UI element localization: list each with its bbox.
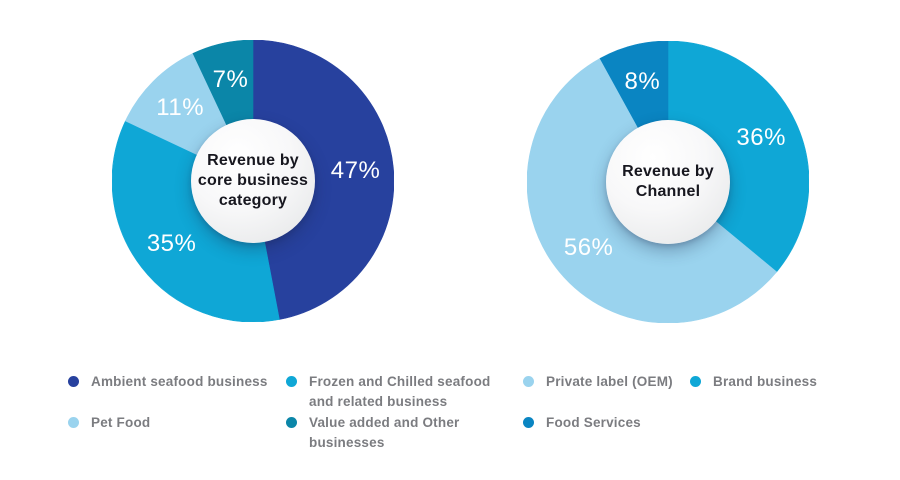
slice-value-label: 8% [624,68,661,96]
legend-left-column-2: Frozen and Chilled seafood and related b… [286,372,501,480]
chart-center-title: Revenue by core business category [191,119,315,243]
legend-label: Frozen and Chilled seafood and related b… [309,374,491,409]
slice-value-label: 47% [330,157,381,185]
donut-ring [112,40,394,322]
legend-dot-icon [286,417,297,428]
legend-item: Frozen and Chilled seafood and related b… [286,372,490,412]
legend-dot-icon [68,417,79,428]
legend-dot-icon [523,376,534,387]
legend-item: Private label (OEM) [523,372,673,392]
legend-dot-icon [286,376,297,387]
legend-label: Food Services [546,415,641,430]
legend-right-column-1: Private label (OEM) Food Services [523,372,738,480]
slice-value-label: 56% [563,233,614,261]
chart-center-title-line: Channel [635,183,701,200]
chart-center-disc: Revenue by Channel [606,120,730,244]
donut-chart-revenue-by-channel: Revenue by Channel 36% 56% 8% [527,41,809,323]
donut-slice [112,120,280,322]
chart-center-title: Revenue by Channel [606,120,730,244]
slice-value-label: 36% [736,124,786,152]
chart-center-title-line: core business [197,172,309,189]
legend-dot-icon [523,417,534,428]
legend-label: Value added and Other businesses [309,415,460,450]
chart-center-title-line: category [218,192,288,209]
legend-dot-icon [68,376,79,387]
legend-label: Brand business [713,374,818,389]
legend-item: Value added and Other businesses [286,413,460,453]
legend-right-column-2: Brand business [690,372,900,480]
donut-slice [667,41,809,273]
donut-chart-core-business-category: Revenue by core business category 47% 35% 11… [112,40,394,322]
legend-item: Pet Food [68,413,150,433]
legend-item: Ambient seafood business [68,372,268,392]
legend-left-column-1: Ambient seafood business Pet Food [68,372,283,480]
chart-center-disc: Revenue by core business category [191,119,315,243]
slice-value-label: 35% [146,230,197,258]
slice-value-label: 7% [212,66,249,94]
chart-center-title-line: Revenue by [207,152,299,169]
legend-label: Ambient seafood business [91,374,268,389]
donut-slice [252,40,394,320]
slice-value-label: 11% [156,94,205,122]
legend-label: Pet Food [91,415,151,430]
legend-item: Brand business [690,372,817,392]
legend-dot-icon [690,376,701,387]
legend-label: Private label (OEM) [546,374,673,389]
legend-item: Food Services [523,413,641,433]
chart-center-title-line: Revenue by [622,163,714,180]
